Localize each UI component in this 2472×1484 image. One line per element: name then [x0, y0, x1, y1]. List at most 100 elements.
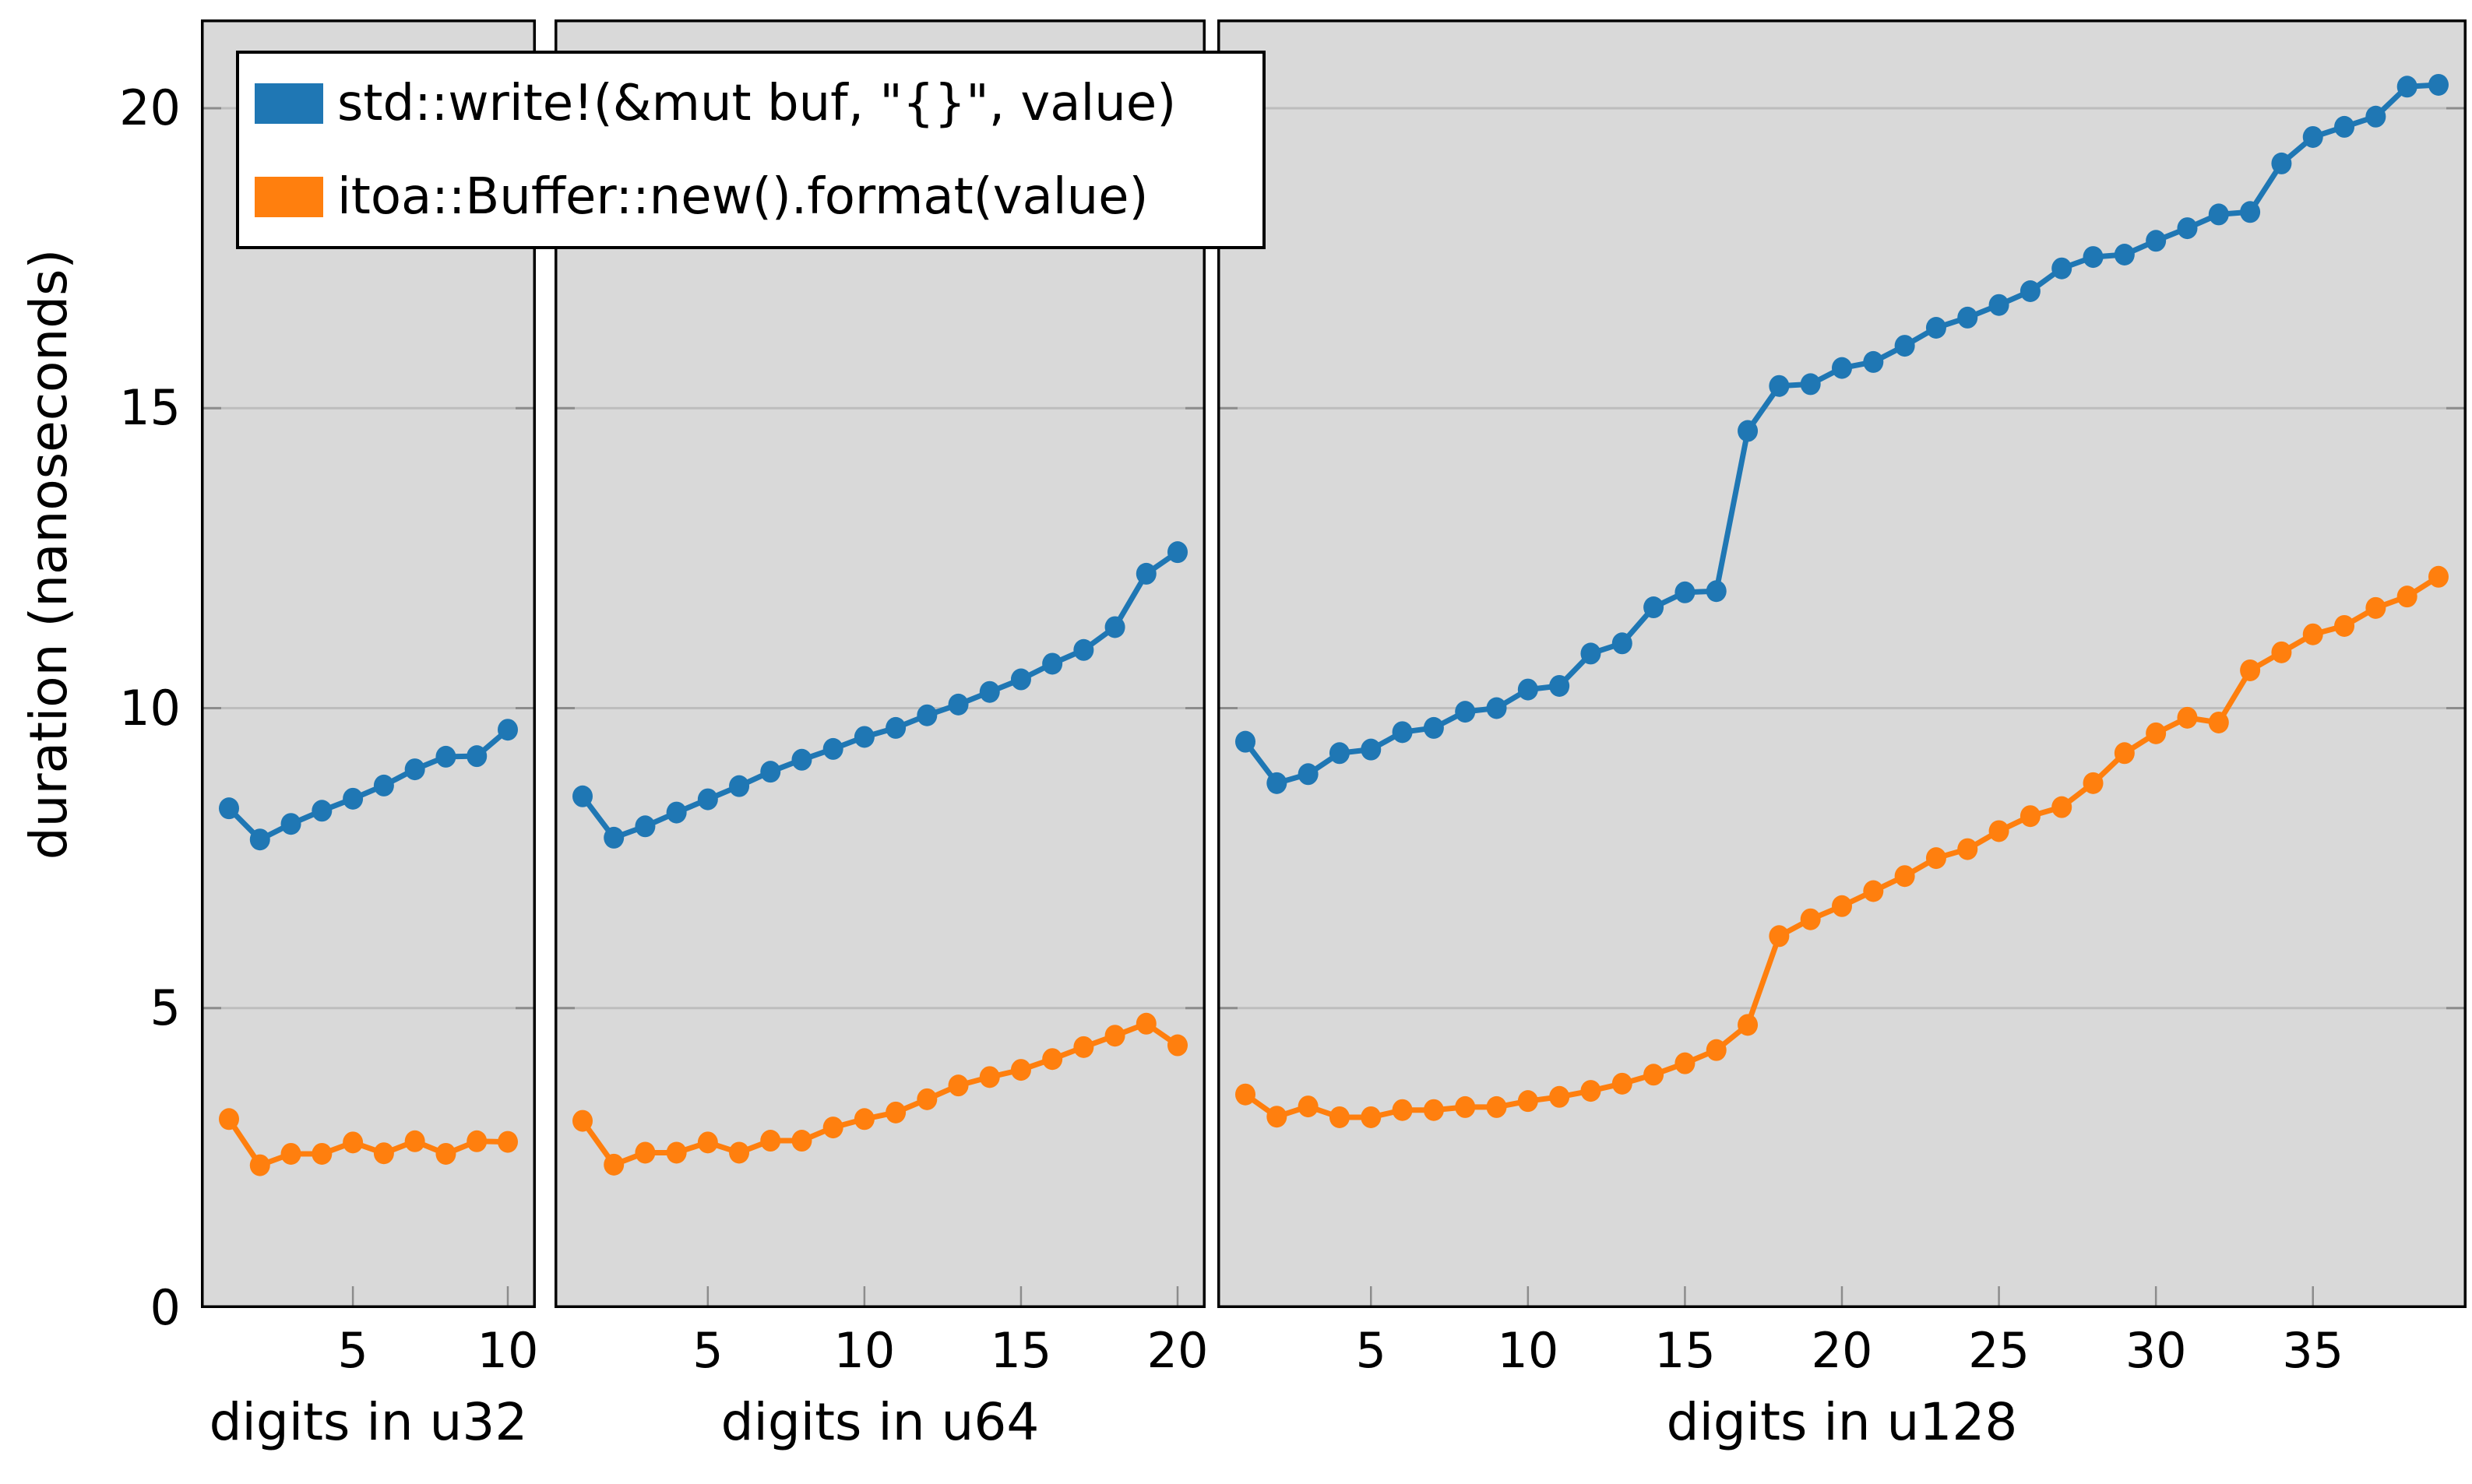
data-point: [1863, 350, 1884, 373]
data-point: [886, 1101, 907, 1124]
data-point: [2051, 796, 2072, 818]
data-point: [1674, 1052, 1696, 1074]
data-point: [2396, 586, 2417, 608]
data-point: [2365, 596, 2386, 619]
data-point: [435, 745, 456, 768]
data-point: [1329, 742, 1350, 765]
data-point: [1073, 638, 1094, 661]
data-point: [2083, 772, 2104, 794]
data-point: [979, 1066, 1000, 1088]
data-point: [822, 1117, 843, 1139]
data-point: [2334, 614, 2355, 637]
data-point: [572, 785, 593, 807]
data-point: [435, 1142, 456, 1165]
data-point: [572, 1109, 593, 1132]
legend: std::write!(&mut buf, "{}", value) itoa:…: [236, 51, 1266, 249]
data-point: [666, 1141, 687, 1164]
data-point: [2020, 805, 2041, 828]
data-point: [1136, 1012, 1157, 1035]
y-tick-label: 15: [119, 379, 181, 437]
data-point: [948, 693, 969, 716]
data-point: [1517, 678, 1538, 701]
data-point: [1925, 317, 1946, 339]
data-point: [1361, 738, 1382, 761]
data-point: [1832, 895, 1852, 917]
data-point: [791, 1130, 812, 1152]
data-point: [1580, 642, 1601, 665]
data-point: [635, 1141, 656, 1164]
data-point: [2428, 73, 2449, 96]
data-point: [1894, 335, 1915, 357]
legend-swatch-itoa: [255, 176, 323, 217]
data-point: [1611, 1072, 1632, 1095]
data-point: [2146, 230, 2167, 252]
data-point: [2020, 280, 2041, 303]
data-point: [1674, 581, 1696, 603]
plot-area-u128: [1217, 19, 2467, 1308]
data-point: [1738, 1014, 1759, 1036]
data-point: [1392, 1099, 1413, 1121]
series-line-std: [226, 726, 511, 842]
data-point: [1167, 1034, 1188, 1057]
data-point: [280, 813, 301, 835]
legend-label-std: std::write!(&mut buf, "{}", value): [337, 74, 1177, 132]
data-point: [729, 1141, 750, 1164]
data-point: [854, 1108, 875, 1131]
x-tick-label: 10: [833, 1322, 896, 1379]
data-point: [635, 815, 656, 838]
data-point: [1361, 1106, 1382, 1128]
data-point: [760, 1130, 781, 1152]
data-point: [1298, 763, 1319, 786]
data-point: [1010, 1059, 1031, 1081]
y-tick-label: 10: [119, 679, 181, 737]
data-point: [2114, 742, 2135, 765]
data-point: [1136, 562, 1157, 585]
data-point: [886, 716, 907, 739]
data-point: [498, 1131, 518, 1153]
data-point: [2334, 115, 2355, 138]
x-tick-label: 25: [1968, 1322, 2030, 1379]
data-point: [1643, 596, 1664, 619]
x-axis-title-u32: digits in u32: [209, 1392, 528, 1452]
data-point: [1517, 1090, 1538, 1113]
data-point: [2177, 706, 2198, 729]
data-point: [822, 737, 843, 760]
data-point: [1042, 652, 1063, 675]
data-point: [2177, 217, 2198, 240]
data-point: [1580, 1080, 1601, 1102]
data-point: [1738, 420, 1759, 442]
data-point: [1832, 357, 1852, 379]
x-axis-title-u128: digits in u128: [1666, 1392, 2018, 1452]
y-tick-label: 20: [119, 79, 181, 136]
data-point: [1988, 294, 2009, 316]
data-point: [312, 800, 333, 822]
data-point: [1010, 668, 1031, 691]
data-point: [1266, 1106, 1287, 1128]
data-point: [1455, 1095, 1476, 1118]
data-point: [1042, 1048, 1063, 1071]
data-point: [312, 1142, 333, 1165]
data-point: [1392, 721, 1413, 744]
data-point: [2302, 125, 2323, 148]
data-point: [467, 745, 488, 768]
data-point: [917, 704, 938, 726]
x-tick-label: 15: [1653, 1322, 1716, 1379]
data-point: [666, 801, 687, 824]
data-point: [1455, 701, 1476, 723]
data-point: [604, 1153, 625, 1176]
data-point: [1769, 925, 1790, 948]
data-point: [1266, 772, 1287, 794]
data-point: [2146, 722, 2167, 744]
x-tick-label: 30: [2125, 1322, 2187, 1379]
data-point: [1925, 847, 1946, 870]
data-point: [404, 758, 425, 781]
panel-u128: [1217, 19, 2467, 1308]
data-point: [917, 1088, 938, 1110]
x-tick-label: 10: [477, 1322, 539, 1379]
data-point: [1167, 541, 1188, 564]
data-point: [1549, 674, 1570, 697]
data-point: [1957, 306, 1978, 329]
x-tick-label: 35: [2282, 1322, 2344, 1379]
data-point: [1486, 697, 1507, 719]
